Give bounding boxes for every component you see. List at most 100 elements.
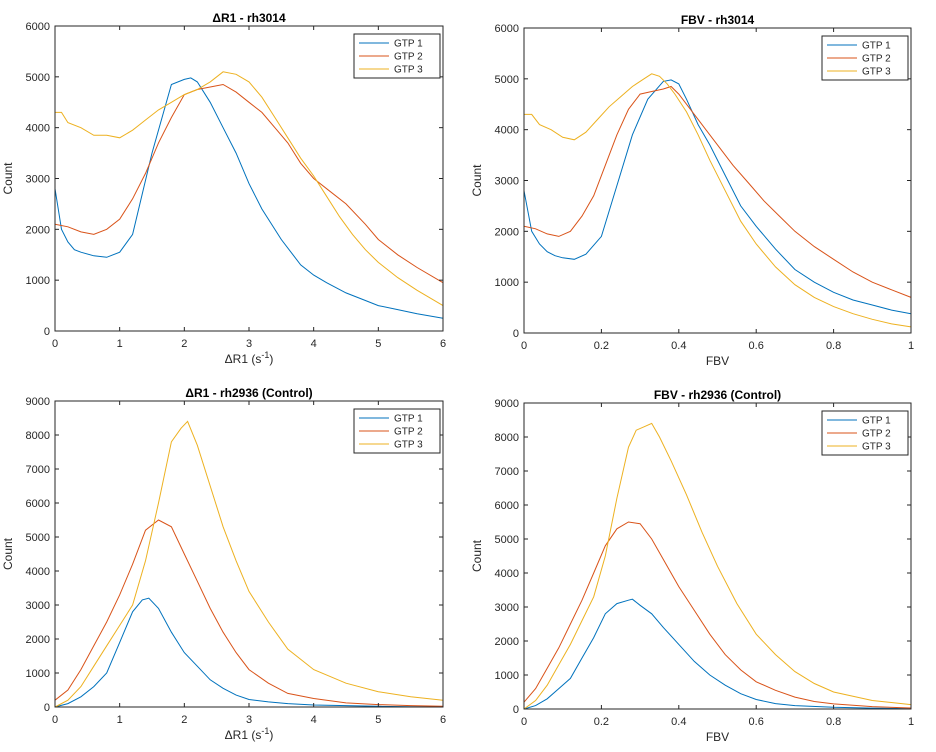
- axes-box: [523, 402, 912, 710]
- legend-entry: GTP 1: [862, 41, 891, 52]
- y-tick-label: 3000: [26, 600, 50, 612]
- legend: GTP 1 GTP 2 GTP 3: [353, 33, 441, 79]
- y-tick-label: 1000: [495, 277, 519, 289]
- x-tick-label: 2: [181, 714, 187, 726]
- y-tick-label: 1000: [26, 275, 50, 287]
- x-axis-label-main: ΔR1 (s: [225, 352, 262, 366]
- x-axis-label-main: FBV: [706, 354, 729, 368]
- y-tick-label: 1000: [495, 670, 519, 682]
- chart-panel-3: 0 1 2 3 4 5 6 0 1000 2000 3000 4000 5000 6000 7000 8000…: [1, 386, 446, 742]
- y-tick-label: 4000: [26, 566, 50, 578]
- y-tick-label: 6000: [26, 21, 50, 33]
- y-tick-label: 9000: [495, 398, 519, 410]
- y-tick-label: 6000: [26, 498, 50, 510]
- legend-entry: GTP 3: [394, 65, 423, 76]
- x-tick-label: 2: [181, 338, 187, 350]
- x-axis-label-tail: ): [269, 352, 273, 366]
- chart-title: ΔR1 - rh3014: [212, 11, 286, 25]
- legend: GTP 1 GTP 2 GTP 3: [821, 410, 909, 456]
- series-line-gtp-2: [523, 521, 912, 709]
- x-tick-label: 0.8: [826, 340, 841, 352]
- y-axis-label: Count: [1, 162, 15, 195]
- y-axis-label: Count: [1, 537, 15, 570]
- legend-entry: GTP 3: [862, 442, 891, 453]
- legend-entry: GTP 1: [394, 39, 423, 50]
- legend-entry: GTP 2: [862, 429, 891, 440]
- x-tick-label: 0.4: [671, 340, 686, 352]
- y-tick-label: 9000: [26, 396, 50, 408]
- y-tick-label: 4000: [495, 125, 519, 137]
- x-axis-label-tail: ): [269, 728, 273, 742]
- chart-panel-2: 0 0.2 0.4 0.6 0.8 1 0 1000 2000 3000 4000 5000 6000 F…: [470, 13, 914, 368]
- y-tick-label: 0: [513, 328, 519, 340]
- series-line-gtp-1: [54, 597, 444, 708]
- x-axis-label: ΔR1 (s-1): [225, 726, 274, 742]
- x-axis-label-main: FBV: [706, 730, 729, 744]
- x-tick-label: 3: [246, 338, 252, 350]
- series-line-gtp-2: [54, 83, 444, 284]
- legend-entry: GTP 1: [394, 414, 423, 425]
- x-tick-label: 4: [311, 714, 317, 726]
- chart-title: FBV - rh2936 (Control): [654, 388, 781, 402]
- legend-entry: GTP 3: [394, 440, 423, 451]
- y-tick-label: 5000: [26, 532, 50, 544]
- y-tick-label: 6000: [495, 500, 519, 512]
- x-axis-label-sup: -1: [261, 726, 269, 736]
- legend: GTP 1 GTP 2 GTP 3: [821, 35, 909, 81]
- x-tick-label: 5: [375, 338, 381, 350]
- chart-panel-1: 0 1 2 3 4 5 6 0 1000 2000 3000 4000 5000 6000 ΔR1 - rh…: [1, 11, 446, 366]
- x-axis-label: ΔR1 (s-1): [225, 350, 274, 366]
- legend-box: [821, 410, 909, 456]
- series-line-gtp-1: [54, 77, 444, 319]
- x-axis-label: FBV: [706, 354, 729, 368]
- y-tick-label: 8000: [495, 432, 519, 444]
- x-tick-label: 0: [52, 714, 58, 726]
- y-axis-label: Count: [470, 539, 484, 572]
- y-tick-label: 0: [44, 326, 50, 338]
- legend-entry: GTP 1: [862, 416, 891, 427]
- series-line-gtp-3: [524, 73, 912, 328]
- x-tick-label: 3: [246, 714, 252, 726]
- legend: GTP 1 GTP 2 GTP 3: [353, 408, 441, 454]
- chart-title: ΔR1 - rh2936 (Control): [185, 386, 312, 400]
- chart-title: FBV - rh3014: [681, 13, 755, 27]
- x-tick-label: 6: [440, 714, 446, 726]
- y-tick-label: 7000: [26, 464, 50, 476]
- series-line-gtp-3: [523, 422, 912, 710]
- x-tick-label: 5: [375, 714, 381, 726]
- series-line-gtp-3: [54, 420, 444, 708]
- x-tick-label: 1: [908, 340, 914, 352]
- y-tick-label: 2000: [26, 634, 50, 646]
- chart-panel-4: 0 0.2 0.4 0.6 0.8 1 0 1000 2000 3000 4000 5000 6000 7…: [470, 388, 914, 744]
- x-tick-label: 6: [440, 338, 446, 350]
- x-tick-label: 1: [117, 338, 123, 350]
- y-tick-label: 4000: [26, 123, 50, 135]
- x-tick-label: 1: [117, 714, 123, 726]
- x-axis-label: FBV: [706, 730, 729, 744]
- series-line-gtp-2: [54, 519, 444, 707]
- y-tick-label: 5000: [26, 72, 50, 84]
- x-axis-label-sup: -1: [261, 350, 269, 360]
- y-tick-label: 3000: [26, 174, 50, 186]
- x-tick-label: 0.6: [749, 716, 764, 728]
- x-tick-label: 1: [908, 716, 914, 728]
- x-tick-label: 0.6: [749, 340, 764, 352]
- x-tick-label: 4: [311, 338, 317, 350]
- x-tick-label: 0.4: [671, 716, 686, 728]
- legend-entry: GTP 2: [862, 54, 891, 65]
- series-line-gtp-3: [55, 71, 444, 307]
- legend-entry: GTP 2: [394, 427, 423, 438]
- y-axis-label: Count: [470, 164, 484, 197]
- y-tick-label: 3000: [495, 602, 519, 614]
- y-tick-label: 2000: [495, 636, 519, 648]
- y-tick-label: 1000: [26, 668, 50, 680]
- y-tick-label: 8000: [26, 430, 50, 442]
- x-tick-label: 0: [52, 338, 58, 350]
- y-tick-label: 3000: [495, 176, 519, 188]
- y-tick-label: 2000: [495, 226, 519, 238]
- y-tick-label: 0: [513, 704, 519, 716]
- y-tick-label: 2000: [26, 224, 50, 236]
- legend-box: [353, 33, 441, 79]
- x-tick-label: 0: [521, 340, 527, 352]
